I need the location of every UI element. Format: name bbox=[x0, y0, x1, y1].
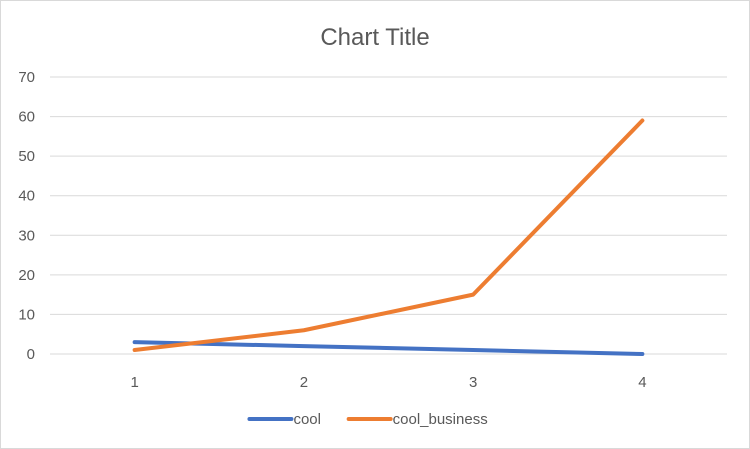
x-tick-label: 1 bbox=[130, 374, 138, 391]
y-tick-label: 40 bbox=[18, 188, 35, 205]
y-tick-label: 20 bbox=[18, 267, 35, 284]
y-tick-label: 10 bbox=[18, 306, 35, 323]
y-axis-ticks: 0 10 20 30 40 50 60 70 bbox=[18, 69, 35, 363]
legend: cool cool_business bbox=[247, 411, 488, 428]
series-line-cool bbox=[132, 340, 645, 356]
y-tick-label: 0 bbox=[27, 346, 35, 363]
legend-label: cool bbox=[293, 411, 321, 428]
series-lines bbox=[132, 118, 645, 356]
legend-label: cool_business bbox=[393, 411, 488, 428]
x-tick-label: 2 bbox=[300, 374, 308, 391]
gridlines bbox=[50, 76, 727, 355]
legend-item-cool-business: cool_business bbox=[346, 411, 488, 428]
y-tick-label: 30 bbox=[18, 227, 35, 244]
chart-title: Chart Title bbox=[320, 24, 429, 51]
y-tick-label: 60 bbox=[18, 109, 35, 126]
legend-item-cool: cool bbox=[247, 411, 321, 428]
series-line-cool-business bbox=[132, 118, 645, 353]
y-tick-label: 50 bbox=[18, 148, 35, 165]
x-axis-ticks: 1 2 3 4 bbox=[130, 374, 646, 391]
y-tick-label: 70 bbox=[18, 69, 35, 86]
x-tick-label: 3 bbox=[469, 374, 477, 391]
x-tick-label: 4 bbox=[638, 374, 646, 391]
